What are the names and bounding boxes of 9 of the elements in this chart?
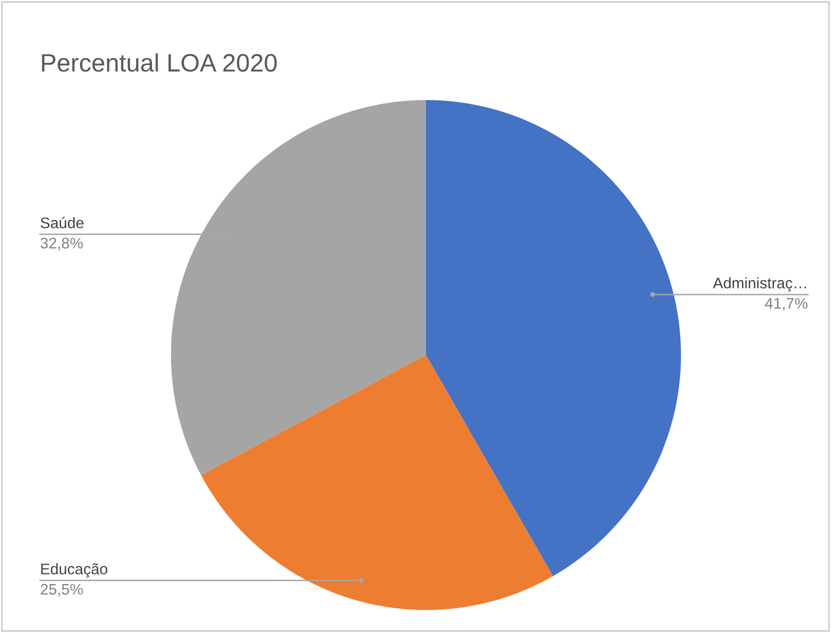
pie-slice xyxy=(426,100,681,576)
slice-label: Saúde xyxy=(40,216,84,228)
slice-label: Educação xyxy=(41,563,108,578)
data-label: 32,8% xyxy=(40,238,83,250)
pie-slice xyxy=(201,355,554,610)
slice-label: Administraç… xyxy=(712,277,806,292)
data-label: 25,5% xyxy=(40,584,83,597)
data-label: 41,7% xyxy=(765,298,808,311)
chart-title: Percentual LOA 2020 xyxy=(42,53,277,72)
